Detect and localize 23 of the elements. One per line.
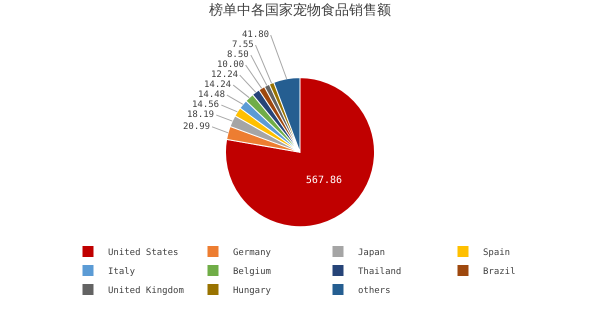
legend-label: Belgium: [233, 267, 271, 278]
data-label: 8.50: [227, 50, 249, 60]
legend-label: Italy: [108, 267, 136, 278]
legend-label: United Kingdom: [108, 286, 184, 296]
data-label: 14.24: [204, 80, 232, 90]
legend-label: Thailand: [358, 267, 402, 278]
data-label: 14.56: [192, 100, 220, 110]
legend-label: others: [358, 286, 391, 296]
data-label: 567.86: [306, 175, 342, 186]
legend-label: Hungary: [233, 286, 272, 296]
data-label: 41.80: [242, 30, 270, 40]
legend-label: Germany: [233, 248, 272, 258]
data-label: 18.19: [187, 110, 214, 120]
legend-label: Brazil: [483, 267, 516, 278]
data-label: 20.99: [183, 122, 210, 132]
legend-label: United States: [108, 248, 178, 258]
legend-label: Japan: [358, 248, 386, 258]
data-label: 14.48: [198, 90, 226, 100]
data-label: 10.00: [217, 60, 244, 70]
data-label: 7.55: [232, 40, 254, 50]
data-label: 12.24: [211, 70, 238, 80]
chart-title: 榜单中各国家宠物食品销售额: [209, 2, 391, 18]
legend-label: Spain: [483, 248, 510, 258]
